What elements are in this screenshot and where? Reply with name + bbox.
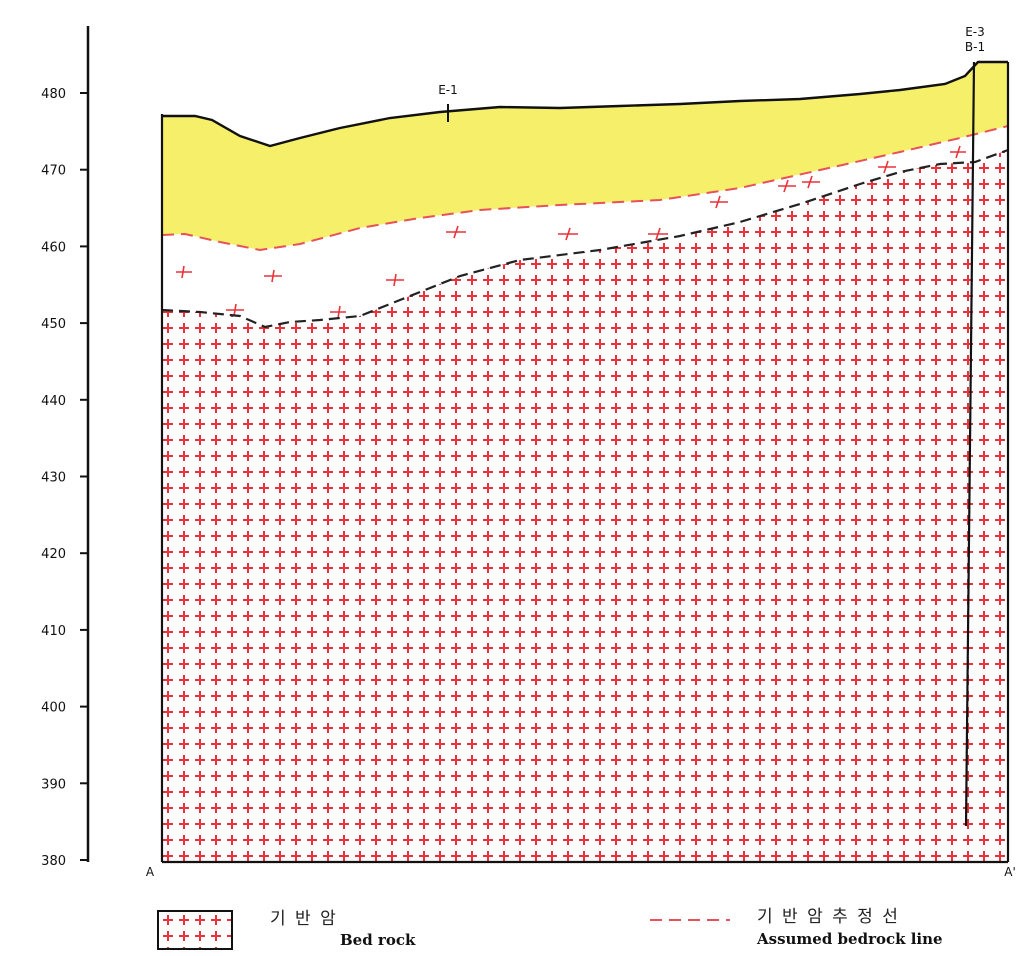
y-tick-label: 400	[41, 701, 66, 716]
section-frame	[160, 62, 1010, 864]
bedrock-boundary-line	[161, 148, 1008, 329]
y-tick-label: 430	[41, 471, 66, 486]
bedrock-layer	[162, 150, 1008, 862]
well-e3-label: E-3	[965, 25, 985, 39]
assumed-bedrock-line	[161, 125, 1008, 252]
y-axis-ticks: 480 470 460 450 440 430 420 410 400 390 380	[41, 87, 88, 869]
y-tick-label: 420	[41, 547, 66, 562]
y-tick-label: 410	[41, 624, 66, 639]
legend-bedrock: 기 반 암 Bed rock	[157, 909, 416, 950]
y-tick-label: 460	[41, 240, 66, 255]
ground-surface-line	[162, 60, 1008, 148]
well-e3-b1: E-3 B-1	[965, 25, 985, 827]
legend-bedrock-english: Bed rock	[340, 931, 416, 949]
well-e1-label: E-1	[438, 83, 458, 97]
legend: 기 반 암 Bed rock 기 반 암 추 정 선 Assumed bedro…	[157, 907, 943, 950]
y-tick-label: 440	[41, 394, 66, 409]
well-e1: E-1	[438, 83, 458, 122]
y-tick-label: 380	[41, 854, 66, 869]
section-end-a-prime: A'	[1004, 865, 1016, 879]
legend-assumed-line-korean: 기 반 암 추 정 선	[757, 907, 900, 927]
y-tick-label: 480	[41, 87, 66, 102]
weathered-symbols	[176, 145, 966, 319]
legend-assumed-line-english: Assumed bedrock line	[756, 930, 943, 948]
legend-assumed-line: 기 반 암 추 정 선 Assumed bedrock line	[650, 907, 943, 948]
legend-bedrock-korean: 기 반 암	[270, 909, 338, 929]
y-tick-label: 450	[41, 317, 66, 332]
y-tick-label: 470	[41, 164, 66, 179]
y-axis: 480 470 460 450 440 430 420 410 400 390 380	[41, 26, 90, 869]
overburden-layer	[162, 62, 1008, 250]
weathered-zone	[162, 126, 1008, 327]
legend-bedrock-swatch	[157, 910, 233, 950]
section-end-a: A	[146, 865, 155, 879]
well-b1-label: B-1	[965, 40, 985, 54]
y-tick-label: 390	[41, 777, 66, 792]
